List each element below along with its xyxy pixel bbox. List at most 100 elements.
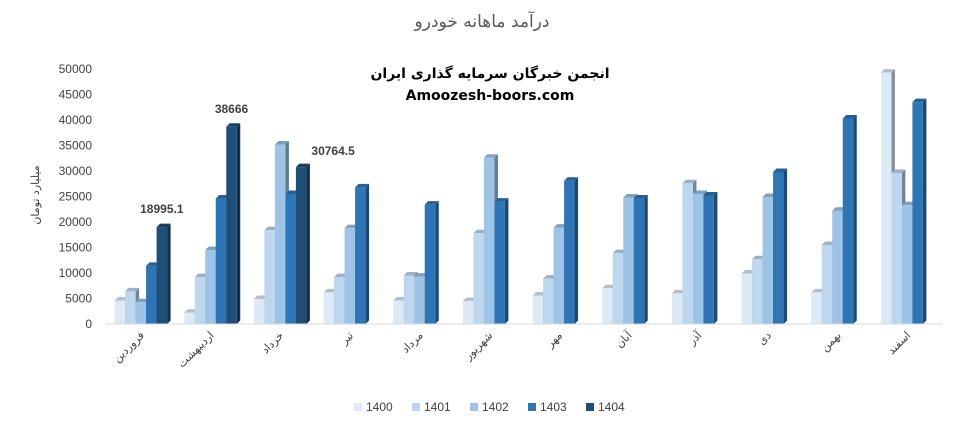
data-label: 18995.1 bbox=[140, 202, 184, 216]
bar-side bbox=[783, 168, 788, 324]
bar-face bbox=[752, 259, 763, 324]
bar-face bbox=[264, 230, 275, 324]
bar-face bbox=[295, 167, 307, 324]
y-tick-label: 40000 bbox=[59, 113, 93, 127]
x-tick-label: دی bbox=[755, 329, 774, 348]
bar-face bbox=[602, 288, 613, 324]
bar-side bbox=[504, 198, 509, 324]
bar-top bbox=[156, 223, 171, 228]
bar-top bbox=[703, 191, 718, 196]
bar-top bbox=[682, 179, 697, 184]
bar-top bbox=[880, 69, 895, 73]
x-tick-label: فروردین bbox=[111, 329, 147, 365]
legend: 1400 1401 1402 1403 1404 bbox=[354, 400, 625, 414]
bar-side bbox=[713, 191, 718, 324]
bar-face bbox=[891, 173, 902, 324]
bar-top bbox=[403, 272, 418, 276]
bar-face bbox=[494, 201, 505, 324]
bar-face bbox=[762, 197, 774, 324]
bar-face bbox=[633, 198, 645, 324]
bar-1404-3 bbox=[295, 163, 310, 324]
bar-face bbox=[532, 295, 544, 324]
y-tick-label: 50000 bbox=[59, 62, 93, 76]
x-tick-label: اسفند bbox=[885, 329, 913, 357]
x-tick-label: آبان bbox=[612, 328, 635, 351]
legend-swatch bbox=[412, 403, 420, 411]
chart-title: درآمد ماهانه خودرو bbox=[414, 10, 550, 32]
bar-face bbox=[253, 299, 265, 324]
bar-face bbox=[821, 244, 833, 324]
bar-face bbox=[355, 187, 366, 324]
bar-face bbox=[184, 312, 195, 324]
bar-1403-7 bbox=[564, 177, 579, 324]
bar-1403-5 bbox=[424, 201, 439, 324]
legend-item-1400: 1400 bbox=[354, 400, 393, 414]
watermark-line1: انجمن خبرگان سرمایه گذاری ایران bbox=[370, 65, 609, 82]
bar-1404-1 bbox=[156, 223, 171, 324]
bar-face bbox=[403, 275, 415, 324]
bar-side bbox=[306, 163, 310, 324]
bar-face bbox=[564, 180, 575, 324]
bar-1403-6 bbox=[494, 198, 509, 324]
x-tick-label: مهر bbox=[543, 329, 565, 351]
bar-face bbox=[703, 195, 714, 324]
legend-swatch bbox=[354, 403, 362, 411]
legend-item-1404: 1404 bbox=[586, 400, 625, 414]
bar-face bbox=[424, 204, 436, 324]
bar-face bbox=[842, 118, 854, 324]
bar-face bbox=[543, 278, 554, 324]
x-tick-label: بهمن bbox=[818, 329, 843, 354]
bar-side bbox=[574, 177, 579, 324]
y-tick-label: 0 bbox=[85, 317, 92, 331]
bar-face bbox=[671, 293, 683, 324]
bar-face bbox=[741, 273, 753, 324]
bar-face bbox=[912, 102, 923, 325]
bar-top bbox=[295, 163, 310, 168]
x-tick-label: تیر bbox=[337, 329, 356, 348]
bar-1403-8 bbox=[633, 195, 648, 324]
bar-face bbox=[462, 301, 474, 324]
bar-1403-4 bbox=[355, 183, 370, 324]
y-tick-label: 10000 bbox=[59, 266, 93, 280]
bar-top bbox=[773, 168, 788, 173]
bar-face bbox=[215, 198, 227, 324]
bar-side bbox=[922, 98, 927, 325]
bar-side bbox=[853, 114, 857, 324]
x-axis-ticks: فروردین اردیبهشت خرداد تیر مرداد شهریور مهر آبا… bbox=[111, 328, 914, 371]
bar-face bbox=[334, 277, 345, 324]
legend-label: 1404 bbox=[598, 400, 625, 414]
bar-face bbox=[811, 292, 822, 324]
bar-top bbox=[912, 98, 927, 103]
bar-1403-11 bbox=[842, 114, 857, 324]
bar-side bbox=[435, 201, 439, 324]
bar-top bbox=[692, 190, 707, 194]
bar-face bbox=[114, 300, 126, 324]
bar-face bbox=[205, 250, 216, 324]
legend-swatch bbox=[470, 403, 478, 411]
bar-face bbox=[323, 292, 335, 324]
legend-label: 1401 bbox=[424, 400, 451, 414]
bar-side bbox=[365, 183, 370, 324]
legend-item-1403: 1403 bbox=[528, 400, 567, 414]
bar-1403-12 bbox=[912, 98, 927, 325]
bar-top bbox=[424, 201, 439, 205]
y-tick-label: 25000 bbox=[59, 190, 93, 204]
x-tick-label: خرداد bbox=[259, 329, 286, 356]
bar-top bbox=[891, 169, 906, 174]
bar-face bbox=[623, 197, 634, 324]
bar-top bbox=[226, 123, 241, 127]
y-tick-label: 15000 bbox=[59, 241, 93, 255]
x-tick-label: شهریور bbox=[461, 329, 495, 363]
y-axis-ticks: 0 5000 10000 15000 20000 25000 30000 35000 40000… bbox=[59, 62, 93, 331]
x-tick-label: اردیبهشت bbox=[175, 329, 216, 370]
y-axis-label: میلیارد تومان bbox=[29, 165, 42, 224]
bar-1404-2 bbox=[226, 123, 241, 324]
bar-face bbox=[194, 277, 206, 324]
bar-face bbox=[125, 291, 136, 324]
bar-face bbox=[414, 276, 425, 324]
x-tick-label: آذر bbox=[684, 328, 705, 349]
bar-face bbox=[393, 300, 404, 324]
bar-side bbox=[236, 123, 241, 324]
y-tick-label: 20000 bbox=[59, 215, 93, 229]
